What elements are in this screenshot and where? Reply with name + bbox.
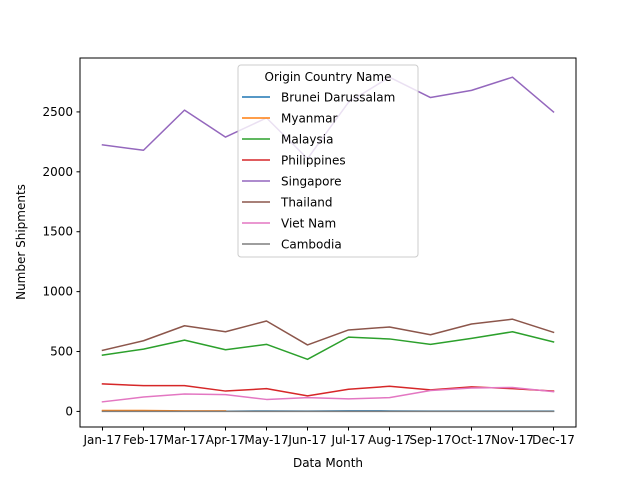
series-line-philippines <box>101 383 555 397</box>
x-tick-label: Aug-17 <box>368 433 411 447</box>
y-tick-label: 0 <box>65 404 73 418</box>
x-tick-label: Mar-17 <box>164 433 205 447</box>
legend-title: Origin Country Name <box>265 70 392 84</box>
x-tick-label: May-17 <box>244 433 288 447</box>
legend-label-myanmar: Myanmar <box>281 112 337 126</box>
series-line-thailand <box>101 318 555 352</box>
legend-label-thailand: Thailand <box>280 196 333 210</box>
x-tick-label: Feb-17 <box>123 433 164 447</box>
legend-box <box>237 64 419 258</box>
y-tick-label: 1000 <box>42 285 73 299</box>
legend-label-brunei-darussalam: Brunei Darussalam <box>281 91 395 105</box>
series-line-viet-nam <box>101 386 555 403</box>
legend-label-singapore: Singapore <box>281 175 342 189</box>
x-axis: Jan-17 Feb-17 Mar-17 Apr-17 May-17 Jun-17 Jul-… <box>82 427 575 447</box>
y-tick-label: 500 <box>50 345 73 359</box>
y-tick-label: 1500 <box>42 225 73 239</box>
x-tick-label: Apr-17 <box>206 433 246 447</box>
x-axis-label: Data Month <box>293 456 363 470</box>
y-axis: 0 500 1000 1500 2000 2500 <box>42 105 80 418</box>
y-tick-label: 2500 <box>42 105 73 119</box>
legend-label-cambodia: Cambodia <box>281 238 342 252</box>
x-tick-label: Jul-17 <box>330 433 365 447</box>
x-tick-label: Oct-17 <box>451 433 491 447</box>
x-tick-label: Nov-17 <box>491 433 534 447</box>
legend-label-philippines: Philippines <box>281 154 346 168</box>
legend-label-malaysia: Malaysia <box>281 133 333 147</box>
y-axis-label: Number Shipments <box>14 184 28 300</box>
x-tick-label: Jan-17 <box>82 433 121 447</box>
series-line-malaysia <box>101 331 555 361</box>
y-tick-label: 2000 <box>42 165 73 179</box>
legend-label-viet-nam: Viet Nam <box>281 217 336 231</box>
plot-frame <box>79 57 577 428</box>
legend: Origin Country Name Brunei Darussalam Mya… <box>237 64 419 258</box>
x-tick-label: Sep-17 <box>409 433 451 447</box>
x-tick-label: Jun-17 <box>287 433 326 447</box>
x-tick-label: Dec-17 <box>532 433 575 447</box>
